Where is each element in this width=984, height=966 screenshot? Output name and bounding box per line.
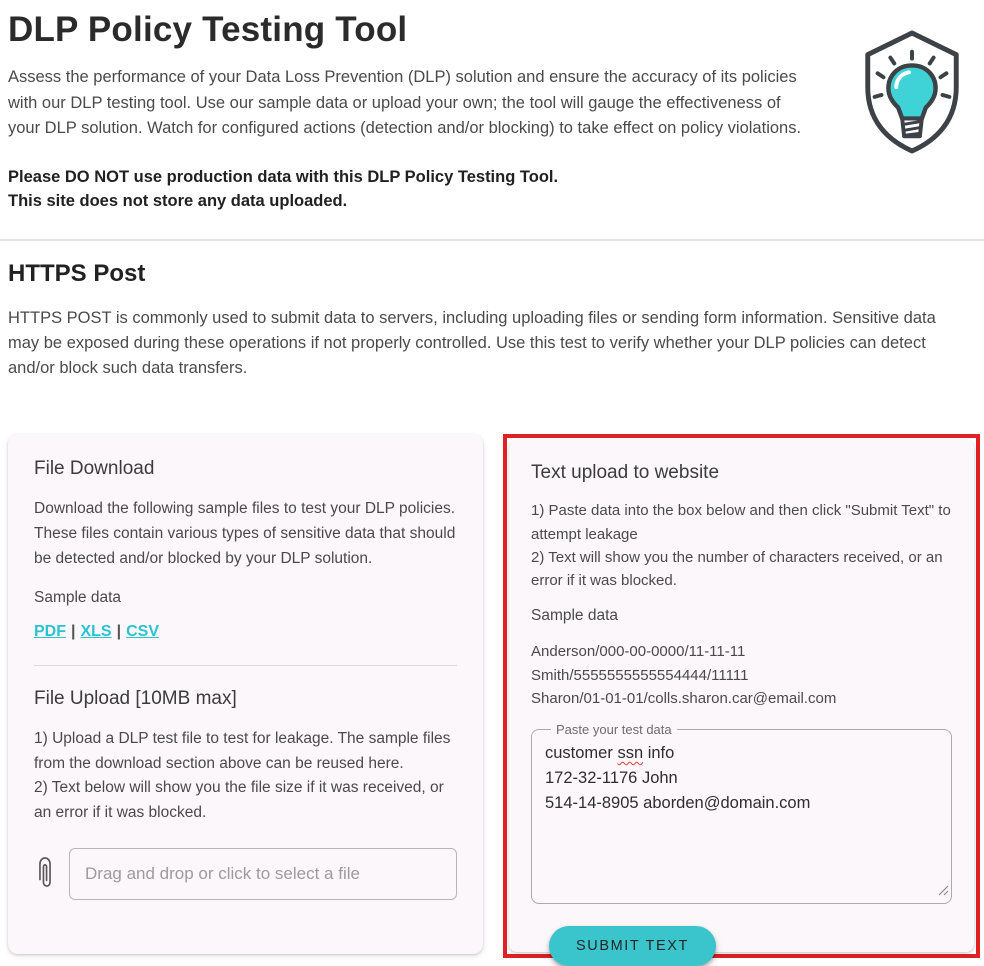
paste-line-1: customer ssn info bbox=[545, 741, 938, 766]
cards-row: File Download Download the following sam… bbox=[8, 434, 980, 966]
https-post-heading: HTTPS Post bbox=[8, 260, 146, 288]
text-upload-heading: Text upload to website bbox=[531, 462, 720, 484]
file-upload-instruction-1: 1) Upload a DLP test file to test for le… bbox=[34, 729, 451, 772]
sample-line: Sharon/01-01-01/colls.sharon.car@email.c… bbox=[531, 689, 837, 707]
paste-test-data-content[interactable]: customer ssn info 172-32-1176 John 514-1… bbox=[545, 741, 938, 815]
page-title: DLP Policy Testing Tool bbox=[8, 10, 408, 49]
xls-download-link[interactable]: XLS bbox=[80, 622, 112, 640]
text-upload-instruction-2: 2) Text will show you the number of char… bbox=[531, 548, 943, 590]
file-download-description: Download the following sample files to t… bbox=[34, 500, 456, 568]
link-separator: | bbox=[71, 622, 76, 640]
https-post-description: HTTPS POST is commonly used to submit da… bbox=[8, 309, 936, 377]
paste-line-1-misspelled: ssn bbox=[617, 744, 644, 763]
sample-line: Smith/5555555555554444/11111 bbox=[531, 666, 749, 684]
textarea-resize-handle[interactable] bbox=[938, 883, 949, 901]
paste-line-1-post: info bbox=[643, 744, 675, 763]
text-upload-sample-lines: Anderson/000-00-0000/11-11-11 Smith/5555… bbox=[531, 640, 952, 710]
pdf-download-link[interactable]: PDF bbox=[34, 622, 66, 640]
paste-line-2: 172-32-1176 John bbox=[545, 768, 678, 787]
warning-text: Please DO NOT use production data with t… bbox=[8, 165, 828, 215]
sample-file-links: PDF | XLS | CSV bbox=[34, 623, 457, 641]
warning-line-1: Please DO NOT use production data with t… bbox=[8, 167, 559, 186]
file-upload-row bbox=[34, 848, 457, 901]
file-upload-instructions: 1) Upload a DLP test file to test for le… bbox=[34, 727, 457, 826]
file-download-card: File Download Download the following sam… bbox=[8, 434, 483, 955]
csv-download-link[interactable]: CSV bbox=[126, 622, 159, 640]
sample-line: Anderson/000-00-0000/11-11-11 bbox=[531, 643, 746, 661]
paste-line-3: 514-14-8905 aborden@domain.com bbox=[545, 793, 811, 812]
file-dropzone-input[interactable] bbox=[69, 848, 457, 901]
text-upload-card: Text upload to website 1) Paste data int… bbox=[509, 440, 974, 966]
text-upload-instructions: 1) Paste data into the box below and the… bbox=[531, 499, 952, 592]
warning-line-2: This site does not store any data upload… bbox=[8, 192, 348, 211]
highlight-box-text-upload: Text upload to website 1) Paste data int… bbox=[503, 434, 980, 966]
link-separator: | bbox=[116, 622, 122, 640]
section-divider bbox=[0, 239, 984, 242]
paste-test-data-label: Paste your test data bbox=[556, 722, 672, 738]
shield-lightbulb-icon bbox=[853, 28, 971, 156]
paste-line-1-pre: customer bbox=[545, 744, 618, 763]
text-upload-instruction-1: 1) Paste data into the box below and the… bbox=[531, 502, 951, 543]
intro-paragraph: Assess the performance of your Data Loss… bbox=[8, 68, 802, 138]
card-divider bbox=[34, 664, 457, 666]
paperclip-icon bbox=[34, 854, 64, 894]
text-upload-sample-data-label: Sample data bbox=[531, 607, 619, 625]
file-download-sample-data-label: Sample data bbox=[34, 588, 122, 606]
file-upload-heading: File Upload [10MB max] bbox=[34, 687, 237, 709]
submit-text-button[interactable]: SUBMIT TEXT bbox=[549, 926, 716, 966]
file-download-heading: File Download bbox=[34, 458, 155, 480]
paste-test-data-field[interactable]: Paste your test data customer ssn info 1… bbox=[531, 722, 952, 905]
file-upload-instruction-2: 2) Text below will show you the file siz… bbox=[34, 779, 444, 822]
